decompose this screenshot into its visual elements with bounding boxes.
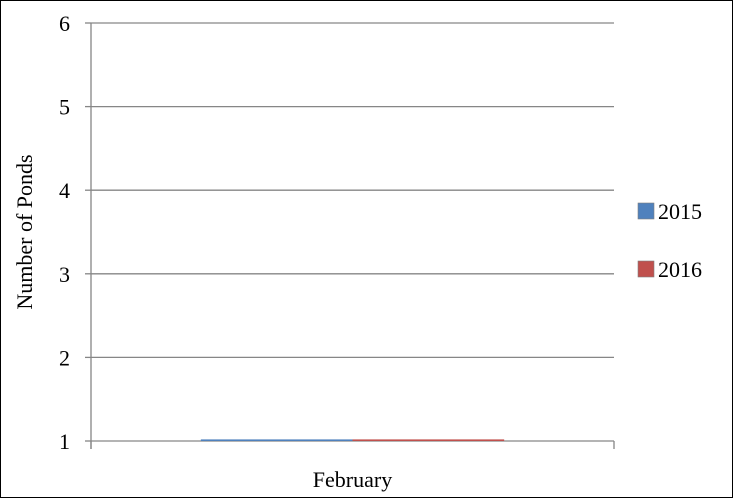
bar-2016-February [352,439,505,441]
legend-entry: 2015 [637,199,702,224]
legend-swatch [637,260,655,278]
y-axis-title: Number of Ponds [12,154,37,309]
x-category-labels: February [313,467,392,492]
y-tick-label: 1 [59,429,70,454]
x-category-label: February [313,467,392,492]
y-tick-label: 2 [59,345,70,370]
axes [85,22,615,449]
legend-entry: 2016 [637,257,702,282]
y-tick-label: 4 [59,178,70,203]
bar-2015-February [200,439,353,441]
legend-label: 2015 [658,199,702,224]
y-tick-label: 3 [59,262,70,287]
y-tick-labels: 1 2 3 4 5 6 [59,11,70,454]
bars [200,439,505,441]
y-tick-label: 5 [59,95,70,120]
y-tick-label: 6 [59,11,70,36]
legend-swatch [637,202,655,220]
legend-label: 2016 [658,257,702,282]
gridlines [91,22,614,359]
legend: 2015 2016 [637,199,702,282]
